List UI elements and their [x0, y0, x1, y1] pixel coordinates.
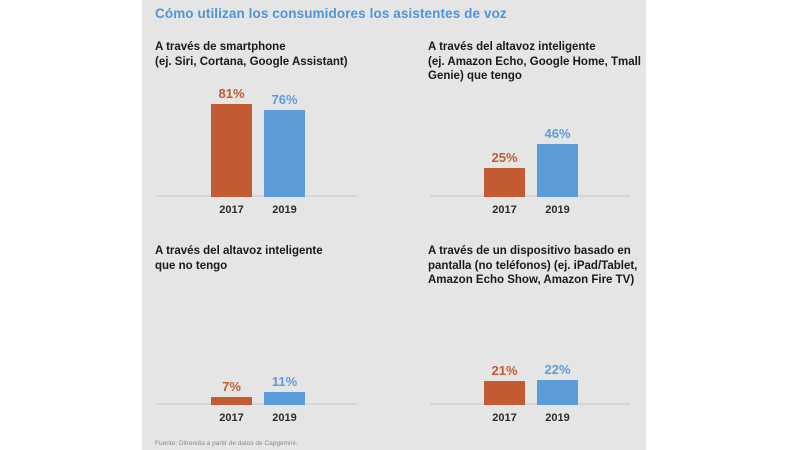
- bar-2019: [264, 392, 305, 405]
- bar-2019: [264, 110, 305, 197]
- chart-quadrant-smartphone: A través de smartphone (ej. Siri, Cortan…: [155, 40, 405, 216]
- bar-2019: [537, 380, 578, 405]
- year-label-2019: 2019: [272, 412, 297, 424]
- year-label-2017: 2017: [492, 412, 517, 424]
- bar-plot-screen-device: 21% 2017 22% 2019: [428, 285, 648, 424]
- year-label-2019: 2019: [272, 204, 297, 216]
- x-axis-line: [157, 195, 357, 197]
- chart-title-screen-device: A través de un dispositivo basado en pan…: [428, 245, 638, 286]
- chart-panel: Cómo utilizan los consumidores los asist…: [142, 0, 646, 450]
- chart-title-smartphone: A través de smartphone (ej. Siri, Cortan…: [155, 41, 348, 68]
- page-title: Cómo utilizan los consumidores los asist…: [155, 6, 507, 21]
- year-label-2017: 2017: [492, 204, 517, 216]
- year-label-2017: 2017: [219, 204, 244, 216]
- bar-2017: [211, 104, 252, 197]
- bar-plot-not-owned-speaker: 7% 2017 11% 2019: [155, 285, 375, 424]
- chart-title-owned-speaker: A través del altavoz inteligente (ej. Am…: [428, 41, 641, 82]
- x-axis-line: [157, 403, 357, 405]
- value-label-2019: 22%: [544, 362, 571, 377]
- bar-plot-smartphone: 81% 2017 76% 2019: [155, 77, 375, 216]
- bar-2017: [211, 397, 252, 405]
- source-note: Fuente: Ditrendia a partir de datos de C…: [155, 440, 298, 447]
- bar-2019: [537, 144, 578, 197]
- year-label-2019: 2019: [545, 204, 570, 216]
- year-label-2019: 2019: [545, 412, 570, 424]
- bar-plot-owned-speaker: 25% 2017 46% 2019: [428, 77, 648, 216]
- value-label-2017: 21%: [491, 363, 518, 378]
- chart-quadrant-screen-device: A través de un dispositivo basado en pan…: [428, 244, 678, 424]
- value-label-2019: 46%: [544, 126, 571, 141]
- chart-quadrant-owned-speaker: A través del altavoz inteligente (ej. Am…: [428, 40, 678, 216]
- bar-2017: [484, 381, 525, 405]
- value-label-2017: 81%: [218, 86, 245, 101]
- value-label-2017: 7%: [222, 379, 241, 394]
- year-label-2017: 2017: [219, 412, 244, 424]
- value-label-2017: 25%: [491, 150, 518, 165]
- chart-quadrant-not-owned-speaker: A través del altavoz inteligente que no …: [155, 244, 405, 424]
- chart-title-not-owned-speaker: A través del altavoz inteligente que no …: [155, 245, 323, 272]
- x-axis-line: [430, 403, 630, 405]
- value-label-2019: 76%: [271, 92, 298, 107]
- value-label-2019: 11%: [271, 374, 298, 389]
- x-axis-line: [430, 195, 630, 197]
- bar-2017: [484, 168, 525, 197]
